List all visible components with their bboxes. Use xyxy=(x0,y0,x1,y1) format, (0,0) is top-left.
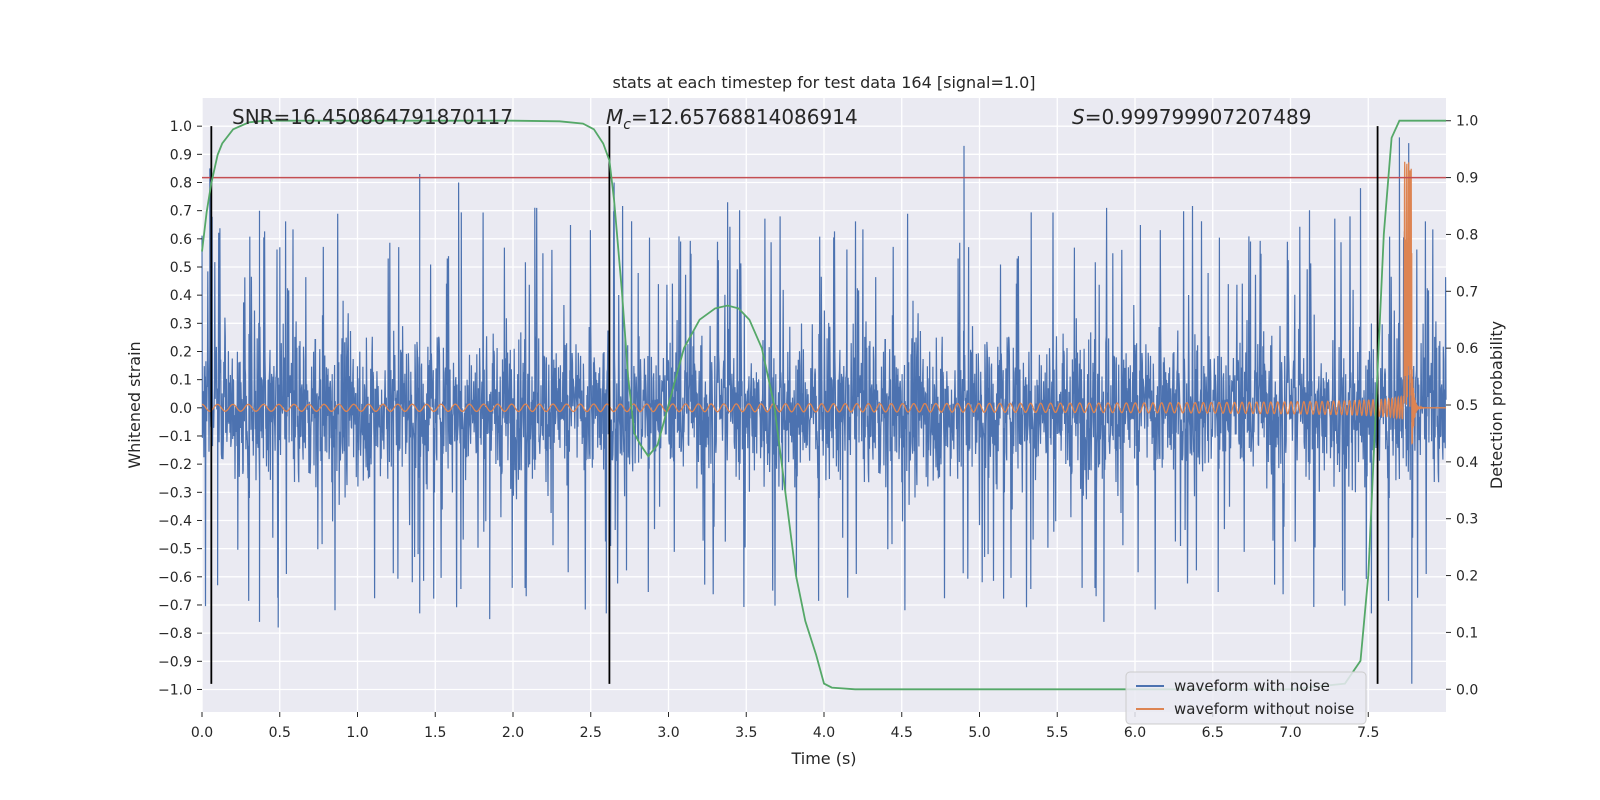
y-right-tick-label: 0.0 xyxy=(1456,682,1478,698)
legend-label-clean: waveform without noise xyxy=(1174,700,1354,718)
y-tick-label: −0.3 xyxy=(158,485,192,501)
y-right-tick-label: 0.6 xyxy=(1456,341,1478,357)
x-tick-label: 6.0 xyxy=(1124,725,1146,741)
y-right-tick-label: 0.9 xyxy=(1456,171,1478,187)
chirp-mass-annotation: Mc=12.65768814086914 xyxy=(606,105,858,133)
significance-annotation: S=0.999799907207489 xyxy=(1072,105,1311,129)
clean-waveform-line xyxy=(201,161,1446,445)
y-tick-label: −0.1 xyxy=(158,429,192,445)
x-tick-label: 0.5 xyxy=(269,725,291,741)
y-tick-label: 0.6 xyxy=(170,232,192,248)
x-tick-label: 3.5 xyxy=(735,725,757,741)
legend: waveform with noise waveform without noi… xyxy=(1125,671,1367,725)
reference-lines xyxy=(202,126,1446,684)
x-tick-label: 4.5 xyxy=(891,725,913,741)
y-tick-label: 0.9 xyxy=(170,147,192,163)
y-right-tick-label: 0.1 xyxy=(1456,625,1478,641)
y-tick-label: −1.0 xyxy=(158,682,192,698)
x-tick-label: 3.0 xyxy=(657,725,679,741)
y-tick-label: 0.1 xyxy=(170,373,192,389)
y-tick-label: 0.7 xyxy=(170,204,192,220)
x-tick-label: 6.5 xyxy=(1202,725,1224,741)
y-right-tick-label: 0.2 xyxy=(1456,569,1478,585)
y-tick-label: −0.6 xyxy=(158,570,192,586)
y-right-axis-label: Detection probability xyxy=(1487,321,1506,489)
y-tick-label: −0.4 xyxy=(158,513,192,529)
y-tick-label: 1.0 xyxy=(170,119,192,135)
x-tick-label: 5.0 xyxy=(968,725,990,741)
significance-symbol: S xyxy=(1072,105,1085,129)
y-tick-label: −0.7 xyxy=(158,598,192,614)
y-axis-label: Whitened strain xyxy=(125,341,144,468)
y-right-tick-label: 0.7 xyxy=(1456,284,1478,300)
x-axis-label: Time (s) xyxy=(790,749,856,768)
x-tick-label: 0.0 xyxy=(191,725,213,741)
y-tick-label: 0.3 xyxy=(170,316,192,332)
y-right-tick-label: 0.8 xyxy=(1456,227,1478,243)
x-tick-label: 7.0 xyxy=(1279,725,1301,741)
y-tick-label: 0.2 xyxy=(170,344,192,360)
x-tick-label: 5.5 xyxy=(1046,725,1068,741)
y-tick-label: 0.0 xyxy=(170,401,192,417)
snr-annotation: SNR=16.450864791870117 xyxy=(232,105,513,129)
y-tick-label: 0.8 xyxy=(170,175,192,191)
x-tick-label: 7.5 xyxy=(1357,725,1379,741)
y-tick-label: 0.4 xyxy=(170,288,192,304)
chart-title: stats at each timestep for test data 164… xyxy=(612,73,1035,92)
clean-series xyxy=(201,161,1446,445)
x-tick-label: 2.0 xyxy=(502,725,524,741)
y-tick-label: 0.5 xyxy=(170,260,192,276)
x-tick-label: 1.0 xyxy=(346,725,368,741)
y-ticks: 1.0 0.9 0.8 0.7 0.6 0.5 0.4 0.3 0.2 0.1 0.0 −0.1 −0.… xyxy=(158,119,202,698)
y-right-tick-label: 0.3 xyxy=(1456,512,1478,528)
y-right-ticks: 1.0 0.9 0.8 0.7 0.6 0.5 0.4 0.3 0.2 0.1 0.0 xyxy=(1446,114,1478,698)
y-tick-label: −0.8 xyxy=(158,626,192,642)
noise-waveform-line xyxy=(201,137,1447,684)
y-tick-label: −0.9 xyxy=(158,654,192,670)
legend-box xyxy=(1125,671,1367,725)
legend-label-noise: waveform with noise xyxy=(1174,677,1330,695)
significance-value: =0.999799907207489 xyxy=(1085,105,1312,129)
y-tick-label: −0.2 xyxy=(158,457,192,473)
x-tick-label: 2.5 xyxy=(580,725,602,741)
noise-series xyxy=(201,137,1447,684)
x-tick-label: 1.5 xyxy=(424,725,446,741)
x-tick-label: 4.0 xyxy=(813,725,835,741)
y-tick-label: −0.5 xyxy=(158,542,192,558)
y-right-tick-label: 0.4 xyxy=(1456,455,1478,471)
y-right-tick-label: 1.0 xyxy=(1456,114,1478,130)
y-right-tick-label: 0.5 xyxy=(1456,398,1478,414)
chirp-mass-symbol: M xyxy=(606,105,623,129)
x-ticks: 0.0 0.5 1.0 1.5 2.0 2.5 3.0 3.5 4.0 4.5 5.0 5.5 6.0 6… xyxy=(191,712,1379,741)
chirp-mass-subscript: c xyxy=(623,117,631,133)
chirp-mass-value: =12.65768814086914 xyxy=(631,105,858,129)
